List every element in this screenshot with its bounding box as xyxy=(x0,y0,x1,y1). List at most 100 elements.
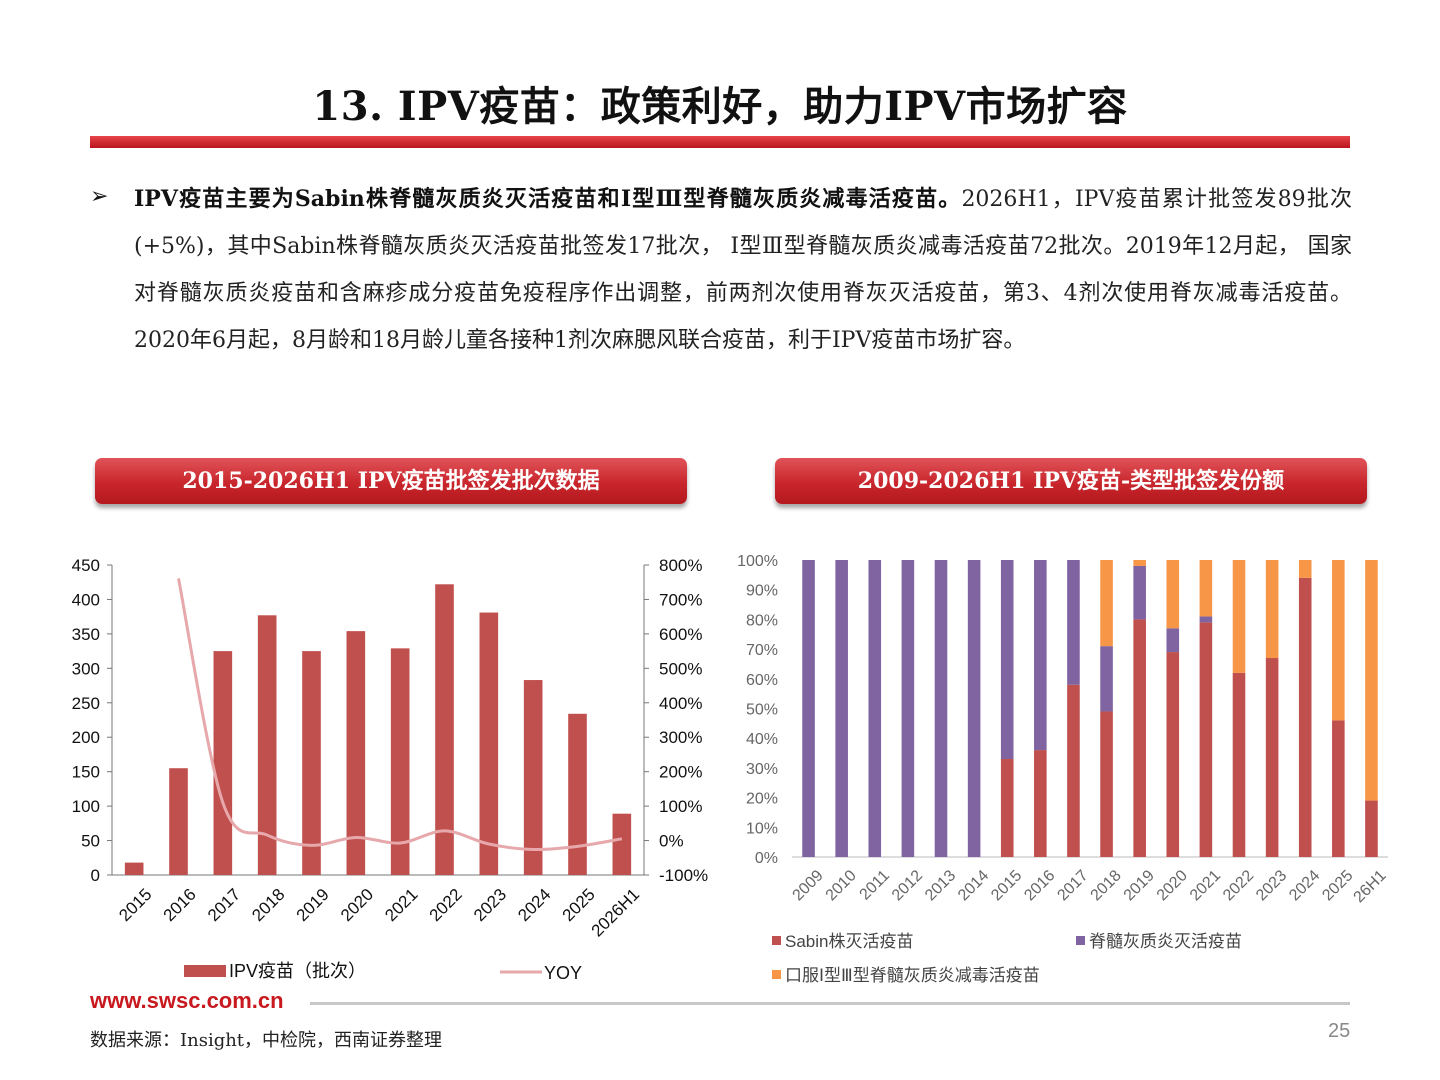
x-tick-label: 26H1 xyxy=(1351,867,1390,906)
x-tick-label: 2022 xyxy=(1220,867,1257,904)
x-tick-label: 2021 xyxy=(1187,867,1224,904)
y-tick-label: 100% xyxy=(737,553,778,570)
x-tick-label: 2009 xyxy=(790,867,827,904)
legend-label-line: YOY xyxy=(544,963,582,983)
y-tick-label: 60% xyxy=(746,672,778,689)
legend-label-bar: IPV疫苗（批次） xyxy=(229,961,366,981)
bullet-paragraph: IPV疫苗主要为Sabin株脊髓灰质炎灭活疫苗和Ⅰ型Ⅲ型脊髓灰质炎减毒活疫苗。2… xyxy=(134,176,1352,364)
stacked-bar-segment xyxy=(835,560,848,857)
stacked-bar-segment xyxy=(1000,560,1014,759)
left-y-tick-label: 200 xyxy=(72,728,100,747)
legend-label: 脊髓灰质炎灭活疫苗 xyxy=(1089,932,1242,951)
bar xyxy=(169,768,188,875)
yoy-line xyxy=(177,578,623,852)
left-y-tick-label: 350 xyxy=(72,625,100,644)
right-y-tick-label: 400% xyxy=(659,694,702,713)
x-tick-label: 2016 xyxy=(160,885,200,925)
y-tick-label: 50% xyxy=(746,702,778,719)
left-y-tick-label: 150 xyxy=(72,763,100,782)
stacked-bar-segment xyxy=(1133,560,1146,566)
x-tick-label: 2025 xyxy=(559,885,599,925)
stacked-bar-segment xyxy=(934,560,948,857)
y-tick-label: 30% xyxy=(746,761,778,778)
site-url[interactable]: www.swsc.com.cn xyxy=(90,988,284,1013)
right-y-tick-label: 100% xyxy=(659,797,702,816)
bullet-bold-text: IPV疫苗主要为Sabin株脊髓灰质炎灭活疫苗和Ⅰ型Ⅲ型脊髓灰质炎减毒活疫苗。 xyxy=(134,186,962,212)
page-number: 25 xyxy=(1328,1020,1351,1042)
stacked-bar-segment xyxy=(1166,652,1180,857)
right-y-tick-label: 300% xyxy=(659,728,702,747)
y-tick-label: 70% xyxy=(746,642,778,659)
left-chart-header: 2015-2026H1 IPV疫苗批签发批次数据 xyxy=(95,458,687,504)
stacked-bar-segment xyxy=(1265,658,1279,857)
y-tick-label: 10% xyxy=(746,820,778,837)
stacked-bar-segment xyxy=(1067,560,1080,685)
left-y-tick-label: 0 xyxy=(91,866,100,885)
stacked-bar-segment xyxy=(1067,684,1080,857)
left-bar-line-chart: 0 50 100 150 200 250 300 350 400 450 -100% 0% 100% 20… xyxy=(72,556,709,983)
x-tick-label: 2019 xyxy=(293,885,333,925)
stacked-bar-segment xyxy=(1332,720,1345,857)
y-tick-label: 90% xyxy=(746,583,778,600)
stacked-bar-segment xyxy=(1166,628,1180,653)
left-y-tick-label: 100 xyxy=(72,797,100,816)
x-tick-label: 2016 xyxy=(1021,867,1058,904)
bar xyxy=(257,615,277,875)
x-tick-label: 2012 xyxy=(889,867,926,904)
stacked-bar-segment xyxy=(1100,711,1113,857)
x-tick-label: 2018 xyxy=(248,885,288,925)
stacked-bar-segment xyxy=(967,560,981,857)
bar xyxy=(612,813,632,875)
bar xyxy=(124,862,144,875)
left-y-tick-label: 450 xyxy=(72,556,100,575)
x-tick-label: 2023 xyxy=(1253,867,1290,904)
bar xyxy=(213,651,233,875)
legend-swatch xyxy=(772,936,781,945)
stacked-bar-segment xyxy=(1000,758,1014,857)
stacked-bar-segment xyxy=(1199,616,1213,623)
stacked-bar-segment xyxy=(1100,646,1113,712)
stacked-bar-segment xyxy=(1133,619,1146,857)
stacked-bar-segment xyxy=(1133,565,1146,620)
y-tick-label: 40% xyxy=(746,731,778,748)
stacked-bar-segment xyxy=(1199,560,1213,617)
stacked-bar-segment xyxy=(1034,560,1047,751)
left-y-tick-label: 300 xyxy=(72,659,100,678)
stacked-bar-segment xyxy=(1365,800,1378,857)
right-y-tick-label: 500% xyxy=(659,659,702,678)
x-tick-label: 2019 xyxy=(1121,867,1158,904)
bar xyxy=(523,680,543,875)
stacked-bar-segment xyxy=(1166,560,1180,629)
x-tick-label: 2022 xyxy=(426,885,466,925)
bar xyxy=(390,648,410,875)
legend-swatch xyxy=(1076,936,1085,945)
data-source: 数据来源：Insight，中检院，西南证券整理 xyxy=(90,1030,443,1051)
stacked-bar-segment xyxy=(1199,622,1213,857)
x-tick-label: 2024 xyxy=(1286,867,1323,904)
stacked-bar-segment xyxy=(868,560,882,857)
x-tick-label: 2010 xyxy=(823,867,860,904)
y-tick-label: 0% xyxy=(755,850,778,867)
x-tick-label: 2024 xyxy=(514,885,554,925)
right-y-tick-label: 800% xyxy=(659,556,702,575)
right-chart-header: 2009-2026H1 IPV疫苗-类型批签发份额 xyxy=(775,458,1367,504)
x-tick-label: 2015 xyxy=(988,867,1025,904)
legend-swatch-bar xyxy=(184,965,226,977)
right-y-tick-label: 200% xyxy=(659,763,702,782)
stacked-bar-segment xyxy=(1034,750,1047,857)
x-tick-label: 2017 xyxy=(204,885,244,925)
bullet-arrow-icon: ➢ xyxy=(90,184,109,209)
y-tick-label: 20% xyxy=(746,791,778,808)
left-y-tick-label: 50 xyxy=(81,832,100,851)
x-tick-label: 2026H1 xyxy=(588,885,644,941)
legend-label: 口服Ⅰ型Ⅲ型脊髓灰质炎减毒活疫苗 xyxy=(785,966,1040,985)
stacked-bar-segment xyxy=(1365,560,1378,801)
x-tick-label: 2013 xyxy=(922,867,959,904)
stacked-bar-segment xyxy=(1332,560,1345,721)
title-underline-bar xyxy=(90,136,1350,148)
stacked-bar-segment xyxy=(1298,577,1312,857)
left-y-tick-label: 400 xyxy=(72,590,100,609)
right-y-tick-label: 600% xyxy=(659,625,702,644)
x-tick-label: 2023 xyxy=(470,885,510,925)
x-tick-label: 2011 xyxy=(857,867,893,903)
